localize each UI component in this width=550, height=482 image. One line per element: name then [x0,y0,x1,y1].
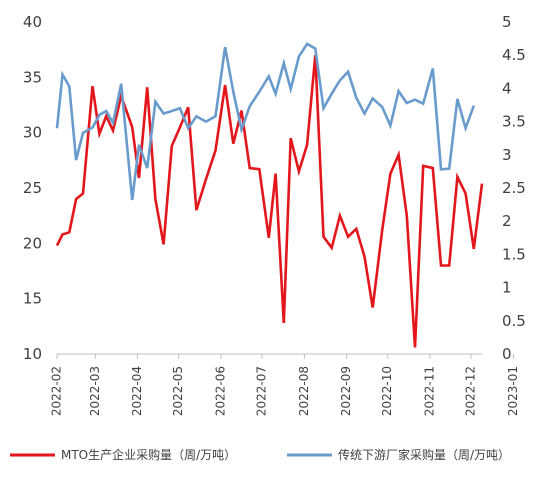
x-tick-label: 2022-02 [50,366,64,416]
x-tick-label: 2022-12 [464,366,478,416]
series-line-mto [55,55,484,348]
right-tick-label: 4 [502,79,512,97]
right-tick-label: 4.5 [502,46,526,64]
right-tick-label: 5 [502,13,512,31]
legend-label-traditional: 传统下游厂家采购量（周/万吨） [338,447,510,462]
right-tick-label: 3.5 [502,113,526,131]
series-line-traditional [55,42,476,201]
x-tick-label: 2022-03 [88,366,102,416]
right-tick-label: 2 [502,212,512,230]
x-tick-label: 2022-07 [254,366,268,416]
right-tick-label: 3 [502,146,512,164]
left-tick-label: 25 [23,179,42,197]
right-tick-label: 1.5 [502,245,526,263]
series-group [55,42,484,348]
left-tick-label: 40 [23,13,42,31]
right-tick-label: 0 [502,345,512,363]
left-tick-label: 15 [23,290,42,308]
right-tick-label: 1 [502,279,512,297]
left-tick-label: 35 [23,68,42,86]
x-tick-label: 2023-01 [506,366,520,416]
x-tick-label: 2022-04 [130,366,144,416]
right-tick-label: 2.5 [502,179,526,197]
left-tick-label: 10 [23,345,42,363]
x-tick-label: 2022-11 [423,366,437,416]
x-tick-label: 2022-05 [171,366,185,416]
x-axis-ticks: 2022-02 2022-03 2022-04 2022-05 2022-06 2022-… [50,354,520,416]
left-tick-label: 30 [23,124,42,142]
x-tick-label: 2022-10 [380,366,394,416]
x-tick-label: 2022-06 [213,366,227,416]
legend-label-mto: MTO生产企业采购量（周/万吨） [61,447,236,462]
left-tick-label: 20 [23,234,42,252]
legend: MTO生产企业采购量（周/万吨） 传统下游厂家采购量（周/万吨） [10,447,510,462]
x-tick-label: 2022-09 [339,366,353,416]
left-axis-ticks: 10 15 20 25 30 35 40 [23,13,42,363]
x-tick-label: 2022-08 [297,366,311,416]
right-axis-ticks: 0 0.5 1 1.5 2 2.5 3 3.5 4 4.5 5 [502,13,526,363]
right-tick-label: 0.5 [502,312,526,330]
